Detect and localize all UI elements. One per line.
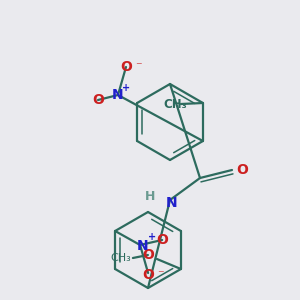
Text: O: O [142,248,154,262]
Text: O: O [156,233,168,247]
Text: O: O [120,60,132,74]
Text: O: O [236,163,248,177]
Text: +: + [122,83,130,93]
Text: N: N [166,196,178,210]
Text: N: N [112,88,124,102]
Text: CH₃: CH₃ [163,98,187,112]
Text: ⁻: ⁻ [157,268,164,281]
Text: +: + [148,232,156,242]
Text: ⁻: ⁻ [135,61,141,74]
Text: O: O [92,93,104,107]
Text: N: N [136,239,148,253]
Text: H: H [145,190,155,203]
Text: O: O [142,268,154,282]
Text: CH₃: CH₃ [110,253,131,263]
